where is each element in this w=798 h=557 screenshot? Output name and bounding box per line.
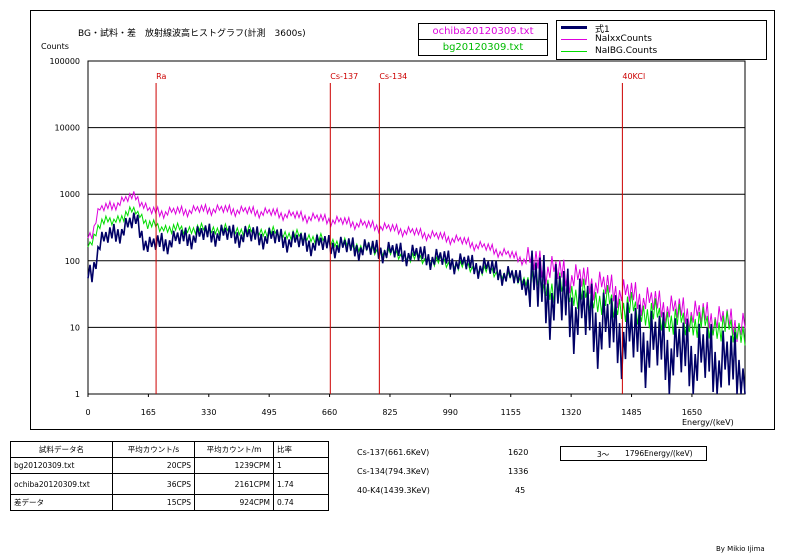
legend-item-bg: NaIBG.Counts (561, 46, 766, 57)
stats-header-cell: 試料データ名 (10, 441, 113, 458)
legend-item-sample: NaIxxCounts (561, 34, 766, 45)
isotope-value: 1336 (508, 467, 529, 476)
table-cell: 差データ (10, 494, 113, 511)
range-to: 1796Energy/(keV) (625, 449, 693, 458)
legend-swatch-sample (561, 39, 587, 40)
legend-swatch-bg (561, 51, 587, 52)
isotope-label: 40-K4(1439.3KeV) (357, 486, 430, 495)
file-name-bg: bg20120309.txt (418, 39, 548, 56)
author-credit: By Mikio Ijima (716, 545, 765, 553)
x-axis-label: Energy/(keV) (682, 418, 734, 427)
energy-range-box: 3～ 1796Energy/(keV) (560, 446, 707, 461)
table-cell: ochiba20120309.txt (10, 473, 113, 495)
table-cell: 924CPM (194, 494, 274, 511)
table-row: bg20120309.txt 20CPS 1239CPM 1 (10, 457, 329, 474)
isotope-label: Cs-137(661.6KeV) (357, 448, 430, 457)
table-cell: 2161CPM (194, 473, 274, 495)
legend-label-bg: NaIBG.Counts (595, 46, 658, 56)
legend-swatch-diff (561, 26, 587, 29)
y-axis-label: Counts (41, 42, 69, 51)
table-cell: 0.74 (273, 494, 329, 511)
table-row: ochiba20120309.txt 36CPS 2161CPM 1.74 (10, 473, 329, 495)
range-from: 3～ (597, 450, 610, 459)
stats-header-cell: 平均カウント/s (112, 441, 195, 458)
chart-frame (30, 10, 775, 430)
isotope-value: 45 (515, 486, 526, 495)
stats-header-row: 試料データ名 平均カウント/s 平均カウント/m 比率 (10, 441, 329, 458)
table-cell: 20CPS (112, 457, 195, 474)
table-row: 差データ 15CPS 924CPM 0.74 (10, 494, 329, 511)
stats-header-cell: 比率 (273, 441, 329, 458)
table-cell: 1239CPM (194, 457, 274, 474)
table-cell: bg20120309.txt (10, 457, 113, 474)
stats-table: 試料データ名 平均カウント/s 平均カウント/m 比率 bg20120309.t… (10, 441, 329, 511)
file-name-sample: ochiba20120309.txt (418, 23, 548, 40)
table-cell: 15CPS (112, 494, 195, 511)
table-cell: 1 (273, 457, 329, 474)
stats-header-cell: 平均カウント/m (194, 441, 274, 458)
legend-item-diff: 式1 (561, 22, 766, 35)
isotope-label: Cs-134(794.3KeV) (357, 467, 430, 476)
table-cell: 36CPS (112, 473, 195, 495)
legend-label-diff: 式1 (595, 25, 610, 35)
chart-legend: 式1 NaIxxCounts NaIBG.Counts (556, 20, 767, 60)
legend-label-sample: NaIxxCounts (595, 34, 652, 44)
isotope-value: 1620 (508, 448, 529, 457)
table-cell: 1.74 (273, 473, 329, 495)
chart-title: BG・試料・差 放射線波高ヒストグラフ(計測 3600s) (78, 29, 306, 39)
